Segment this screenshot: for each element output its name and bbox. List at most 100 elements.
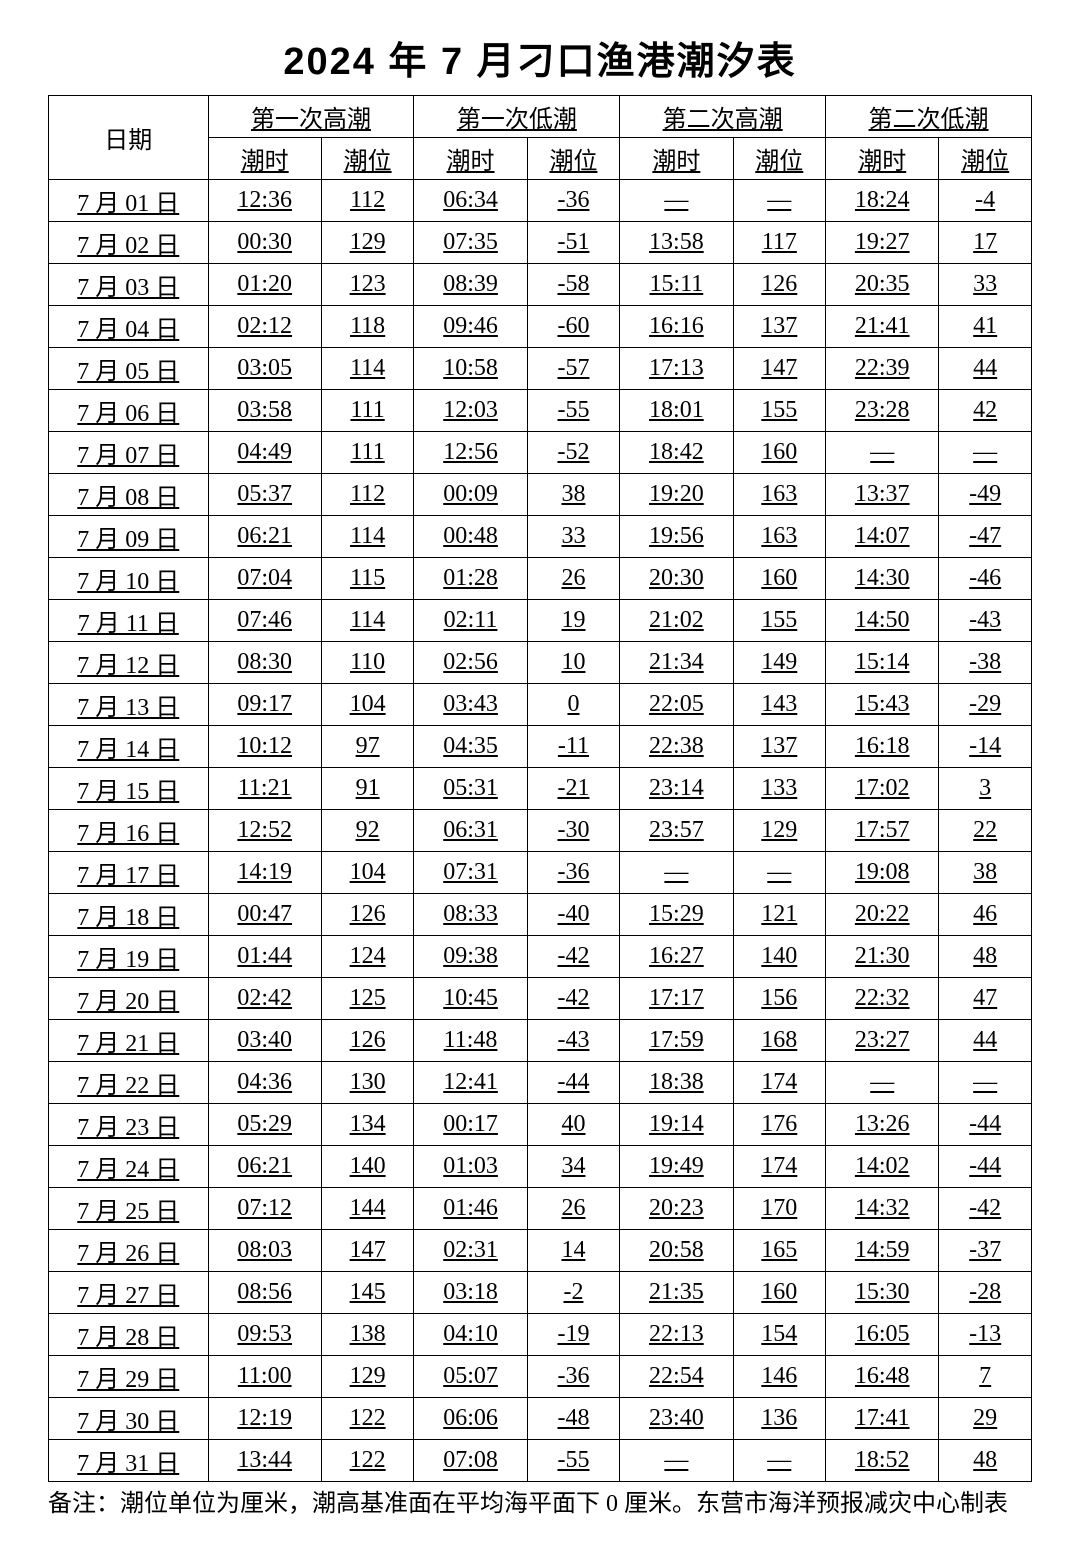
cell-h2l: 137: [733, 306, 826, 348]
cell-h2t: 21:35: [620, 1272, 733, 1314]
cell-h1l: 126: [321, 1020, 414, 1062]
cell-h1l: 138: [321, 1314, 414, 1356]
cell-l2l: -47: [939, 516, 1032, 558]
cell-l1t: 12:56: [414, 432, 527, 474]
cell-l2l: 48: [939, 1440, 1032, 1482]
table-row: 7 月 01 日12:3611206:34-36——18:24-4: [49, 180, 1032, 222]
tide-table-page: 2024 年 7 月刁口渔港潮汐表 日期 第一次高潮 第一次低潮 第二次高潮 第…: [0, 0, 1080, 1562]
cell-date: 7 月 06 日: [49, 390, 209, 432]
cell-h2t: 20:58: [620, 1230, 733, 1272]
cell-date: 7 月 31 日: [49, 1440, 209, 1482]
cell-l2t: 15:43: [826, 684, 939, 726]
cell-h2t: 17:17: [620, 978, 733, 1020]
cell-h2t: 18:38: [620, 1062, 733, 1104]
cell-l1l: -40: [527, 894, 620, 936]
cell-h1l: 126: [321, 894, 414, 936]
cell-date: 7 月 13 日: [49, 684, 209, 726]
cell-h1t: 07:46: [208, 600, 321, 642]
cell-h2t: —: [620, 180, 733, 222]
cell-h2l: 155: [733, 600, 826, 642]
cell-date: 7 月 29 日: [49, 1356, 209, 1398]
cell-date: 7 月 24 日: [49, 1146, 209, 1188]
cell-l1l: -58: [527, 264, 620, 306]
cell-h2t: 19:20: [620, 474, 733, 516]
cell-l2l: -44: [939, 1104, 1032, 1146]
cell-h1t: 00:47: [208, 894, 321, 936]
table-row: 7 月 19 日01:4412409:38-4216:2714021:3048: [49, 936, 1032, 978]
cell-l1t: 00:09: [414, 474, 527, 516]
cell-h2l: —: [733, 1440, 826, 1482]
cell-l2t: 18:24: [826, 180, 939, 222]
cell-l1l: -48: [527, 1398, 620, 1440]
cell-l2t: —: [826, 432, 939, 474]
cell-date: 7 月 16 日: [49, 810, 209, 852]
table-row: 7 月 22 日04:3613012:41-4418:38174——: [49, 1062, 1032, 1104]
cell-l2l: 47: [939, 978, 1032, 1020]
cell-h1t: 14:19: [208, 852, 321, 894]
table-row: 7 月 13 日09:1710403:43022:0514315:43-29: [49, 684, 1032, 726]
cell-l1l: -36: [527, 852, 620, 894]
cell-date: 7 月 03 日: [49, 264, 209, 306]
cell-h1l: 112: [321, 180, 414, 222]
cell-h1l: 111: [321, 390, 414, 432]
cell-l2l: 17: [939, 222, 1032, 264]
cell-l2l: 3: [939, 768, 1032, 810]
cell-h2l: 149: [733, 642, 826, 684]
cell-h1t: 07:12: [208, 1188, 321, 1230]
cell-l1t: 03:18: [414, 1272, 527, 1314]
cell-date: 7 月 14 日: [49, 726, 209, 768]
cell-h1l: 129: [321, 1356, 414, 1398]
cell-l2l: -37: [939, 1230, 1032, 1272]
cell-date: 7 月 11 日: [49, 600, 209, 642]
cell-h2t: 22:38: [620, 726, 733, 768]
cell-h1t: 02:42: [208, 978, 321, 1020]
cell-l2t: 15:14: [826, 642, 939, 684]
cell-l1l: -55: [527, 390, 620, 432]
cell-l1t: 12:03: [414, 390, 527, 432]
cell-h2t: 18:42: [620, 432, 733, 474]
cell-date: 7 月 19 日: [49, 936, 209, 978]
cell-h1t: 10:12: [208, 726, 321, 768]
cell-l2t: 16:18: [826, 726, 939, 768]
cell-h1l: 122: [321, 1398, 414, 1440]
table-row: 7 月 30 日12:1912206:06-4823:4013617:4129: [49, 1398, 1032, 1440]
cell-l2l: 48: [939, 936, 1032, 978]
cell-h2t: 21:34: [620, 642, 733, 684]
cell-h1t: 05:29: [208, 1104, 321, 1146]
cell-l1l: -60: [527, 306, 620, 348]
cell-h2t: 22:05: [620, 684, 733, 726]
cell-h2l: 163: [733, 516, 826, 558]
cell-l2t: 14:50: [826, 600, 939, 642]
cell-l1l: 10: [527, 642, 620, 684]
cell-l1t: 10:45: [414, 978, 527, 1020]
cell-l2l: -46: [939, 558, 1032, 600]
table-body: 7 月 01 日12:3611206:34-36——18:24-47 月 02 …: [49, 180, 1032, 1482]
cell-h1l: 129: [321, 222, 414, 264]
cell-l1t: 12:41: [414, 1062, 527, 1104]
table-row: 7 月 15 日11:219105:31-2123:1413317:023: [49, 768, 1032, 810]
cell-h2t: 19:56: [620, 516, 733, 558]
cell-h1t: 03:58: [208, 390, 321, 432]
cell-l2l: —: [939, 1062, 1032, 1104]
cell-l2l: 46: [939, 894, 1032, 936]
col-h1-time: 潮时: [208, 138, 321, 180]
cell-l1t: 06:06: [414, 1398, 527, 1440]
table-row: 7 月 04 日02:1211809:46-6016:1613721:4141: [49, 306, 1032, 348]
cell-l1t: 04:10: [414, 1314, 527, 1356]
col-group-high2: 第二次高潮: [620, 96, 826, 138]
cell-l2t: 14:02: [826, 1146, 939, 1188]
cell-l1t: 02:11: [414, 600, 527, 642]
cell-l2t: 21:41: [826, 306, 939, 348]
table-row: 7 月 05 日03:0511410:58-5717:1314722:3944: [49, 348, 1032, 390]
cell-h1t: 02:12: [208, 306, 321, 348]
cell-h2t: 16:16: [620, 306, 733, 348]
cell-l2l: —: [939, 432, 1032, 474]
cell-h1l: 118: [321, 306, 414, 348]
cell-l1t: 07:08: [414, 1440, 527, 1482]
table-row: 7 月 31 日13:4412207:08-55——18:5248: [49, 1440, 1032, 1482]
cell-h2l: 154: [733, 1314, 826, 1356]
cell-date: 7 月 08 日: [49, 474, 209, 516]
cell-h2t: 16:27: [620, 936, 733, 978]
cell-h2l: 176: [733, 1104, 826, 1146]
cell-l1l: -43: [527, 1020, 620, 1062]
